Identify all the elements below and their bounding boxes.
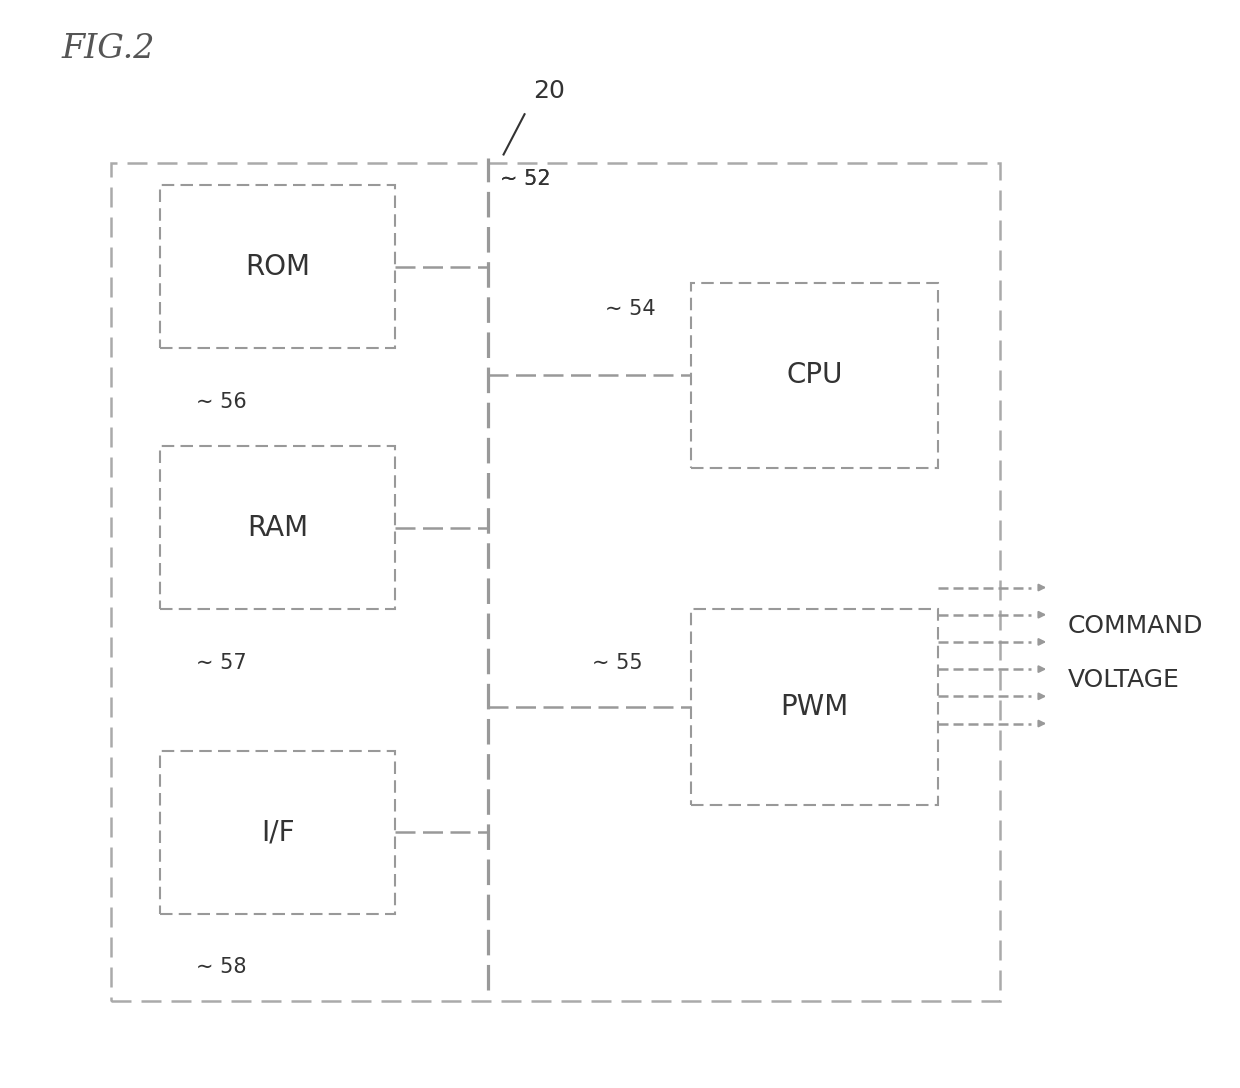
Text: ∼ 54: ∼ 54	[605, 299, 656, 319]
Bar	[160, 185, 396, 348]
Text: ∼ 58: ∼ 58	[196, 957, 246, 977]
Text: PWM: PWM	[780, 693, 848, 721]
Bar	[112, 163, 999, 1001]
Text: FIG.2: FIG.2	[62, 33, 155, 64]
Bar	[691, 609, 937, 805]
Text: ROM: ROM	[246, 252, 310, 281]
Text: I/F: I/F	[260, 818, 295, 846]
Text: ∼ 52: ∼ 52	[500, 169, 551, 188]
Text: COMMAND: COMMAND	[1068, 614, 1203, 638]
Text: RAM: RAM	[247, 514, 309, 542]
Text: VOLTAGE: VOLTAGE	[1068, 668, 1179, 692]
Bar	[691, 283, 937, 468]
Text: ∼ 55: ∼ 55	[593, 653, 644, 672]
Text: ∼ 57: ∼ 57	[196, 653, 247, 672]
Text: ∼ 52: ∼ 52	[500, 169, 551, 188]
Text: CPU: CPU	[786, 361, 843, 390]
Text: ∼ 56: ∼ 56	[196, 392, 247, 411]
Bar	[160, 446, 396, 609]
Text: 20: 20	[533, 79, 565, 103]
Bar	[160, 751, 396, 914]
